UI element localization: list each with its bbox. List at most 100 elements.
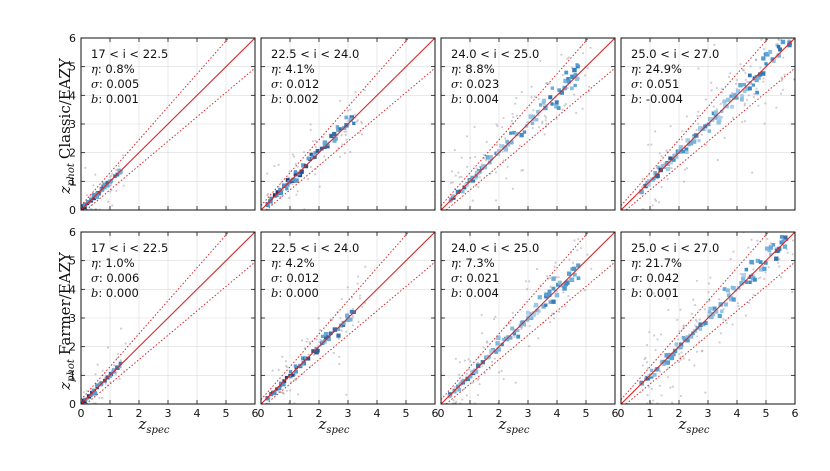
density-bin	[782, 244, 788, 249]
scatter-point	[494, 199, 498, 202]
density-bin	[510, 326, 515, 331]
density-bin	[703, 321, 708, 325]
one-to-one-line	[81, 232, 255, 404]
density-bin	[768, 49, 773, 54]
scatter-point	[305, 340, 308, 343]
density-bin	[639, 189, 644, 195]
density-bin	[489, 157, 494, 161]
scatter-point	[690, 312, 694, 316]
ticks	[620, 231, 796, 405]
scatter-point	[727, 75, 731, 79]
scatter-point	[785, 2, 787, 4]
xlabel-main-2: z	[318, 415, 327, 433]
scatter-point	[115, 189, 118, 193]
scatter-point	[528, 280, 531, 283]
density-bin	[522, 130, 527, 134]
y-tick-label: 4	[69, 89, 76, 102]
density-bin	[275, 190, 281, 195]
density-bin	[559, 90, 564, 95]
scatter-point	[549, 277, 552, 280]
scatter-point	[345, 330, 348, 333]
scatter-point	[345, 130, 348, 133]
ticks	[440, 37, 616, 211]
scatter-point	[496, 124, 499, 128]
scatter-point	[731, 323, 734, 326]
density-bin	[468, 374, 473, 379]
scatter-point	[554, 261, 557, 264]
scatter-point	[277, 390, 280, 393]
density-bin	[646, 179, 651, 184]
upper-outlier-bound	[261, 232, 409, 401]
scatter-point	[465, 165, 469, 168]
scatter-point	[317, 317, 320, 320]
scatter-point	[338, 155, 342, 158]
scatter-point	[518, 144, 521, 147]
scatter-point	[474, 155, 477, 159]
density-bin	[748, 274, 754, 279]
scatter-point	[798, 223, 800, 225]
density-bin	[494, 349, 499, 354]
density-bin	[751, 83, 755, 87]
scatter-point	[561, 73, 564, 77]
density-bin	[714, 309, 719, 314]
scatter-point	[502, 159, 505, 162]
scatter-point	[485, 340, 489, 343]
scatter-point	[339, 99, 342, 102]
scatter-point	[287, 176, 290, 179]
scatter-point	[476, 393, 480, 397]
sigma-annotation: σ: 0.021	[451, 271, 499, 285]
upper-outlier-bound	[621, 232, 769, 401]
density-bin	[83, 202, 88, 208]
scatter-point	[452, 399, 455, 402]
density-bin	[731, 297, 736, 302]
scatter-point	[744, 71, 747, 75]
scatter-point	[731, 116, 735, 120]
ylabel-sub-bottom: phot	[66, 358, 77, 382]
plot-body	[81, 232, 255, 404]
density-bin	[576, 276, 581, 281]
scatter-point	[109, 175, 112, 178]
scatter-point	[680, 351, 683, 354]
scatter-point	[357, 57, 360, 60]
density-bin	[461, 378, 466, 383]
scatter-point	[267, 192, 270, 196]
bias-annotation-symbol: b	[271, 92, 278, 106]
scatter-point	[737, 305, 740, 308]
scatter-point	[280, 391, 284, 394]
scatter-point	[111, 204, 114, 207]
scatter-point	[780, 223, 782, 225]
one-to-one-line	[261, 232, 435, 404]
eta-annotation: η: 7.3%	[451, 256, 495, 270]
scatter-point	[553, 265, 556, 268]
scatter-point	[730, 91, 734, 95]
scatter-point	[746, 80, 749, 84]
density-bin	[299, 169, 304, 174]
density-bin	[335, 125, 340, 129]
density-bin	[718, 302, 724, 307]
density-bin	[740, 94, 744, 98]
density-bin	[265, 203, 270, 208]
y-tick-label: 5	[69, 255, 76, 268]
scatter-point	[720, 87, 723, 90]
scatter-point	[552, 317, 556, 320]
density-bin	[272, 193, 278, 198]
scatter-point	[757, 104, 760, 107]
scatter-point	[358, 131, 361, 134]
density-bin	[774, 256, 779, 261]
x-tick-label: 2	[676, 407, 683, 420]
density-bin	[754, 77, 759, 83]
scatter-point	[89, 207, 92, 210]
density-bin	[509, 140, 514, 145]
scatter-point	[358, 297, 361, 300]
scatter-point	[511, 187, 514, 190]
scatter-point	[111, 172, 114, 175]
density-bin	[655, 366, 660, 372]
density-bin	[684, 150, 689, 155]
scatter-point	[799, 70, 801, 72]
density-bin	[345, 313, 350, 318]
density-bin	[547, 289, 552, 294]
bias-annotation: b: 0.000	[271, 286, 319, 300]
scatter-point	[454, 357, 457, 360]
